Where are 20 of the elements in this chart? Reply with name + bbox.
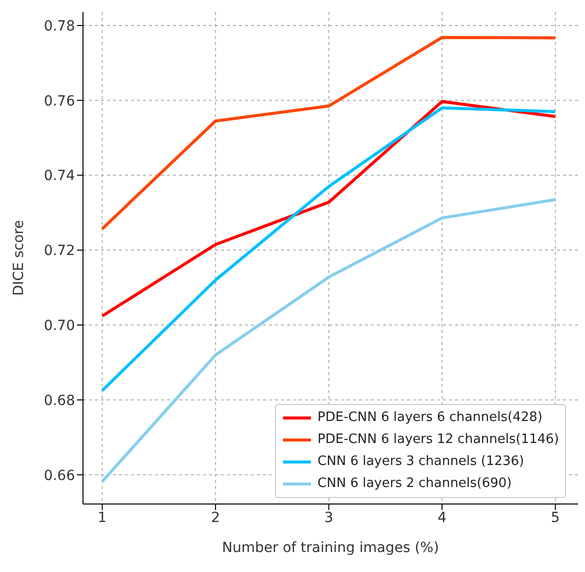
y-tick-label: 0.78 xyxy=(44,18,75,34)
x-tick-label: 4 xyxy=(438,510,447,526)
y-tick-label: 0.76 xyxy=(44,93,76,110)
x-tick-label: 1 xyxy=(98,510,107,526)
y-axis-title: DICE score xyxy=(10,220,27,296)
legend-label: PDE-CNN 6 layers 6 channels(428) xyxy=(318,409,542,427)
y-tick-label: 0.72 xyxy=(44,243,75,260)
legend-label: CNN 6 layers 2 channels(690) xyxy=(318,475,512,493)
x-tick-label: 2 xyxy=(211,510,220,526)
y-tick-label: 0.68 xyxy=(44,392,75,409)
line-series xyxy=(100,106,557,392)
x-tick-label: 3 xyxy=(324,510,334,526)
legend-label: PDE-CNN 6 layers 12 channels(1146) xyxy=(318,431,559,449)
line-series xyxy=(100,36,557,230)
x-tick-label: 5 xyxy=(550,510,560,526)
legend-label: CNN 6 layers 3 channels (1236) xyxy=(318,453,524,471)
y-tick-label: 0.74 xyxy=(44,168,76,184)
y-tick-label: 0.70 xyxy=(44,318,75,334)
y-tick-label: 0.66 xyxy=(44,468,76,484)
x-axis-title: Number of training images (%) xyxy=(222,540,439,556)
